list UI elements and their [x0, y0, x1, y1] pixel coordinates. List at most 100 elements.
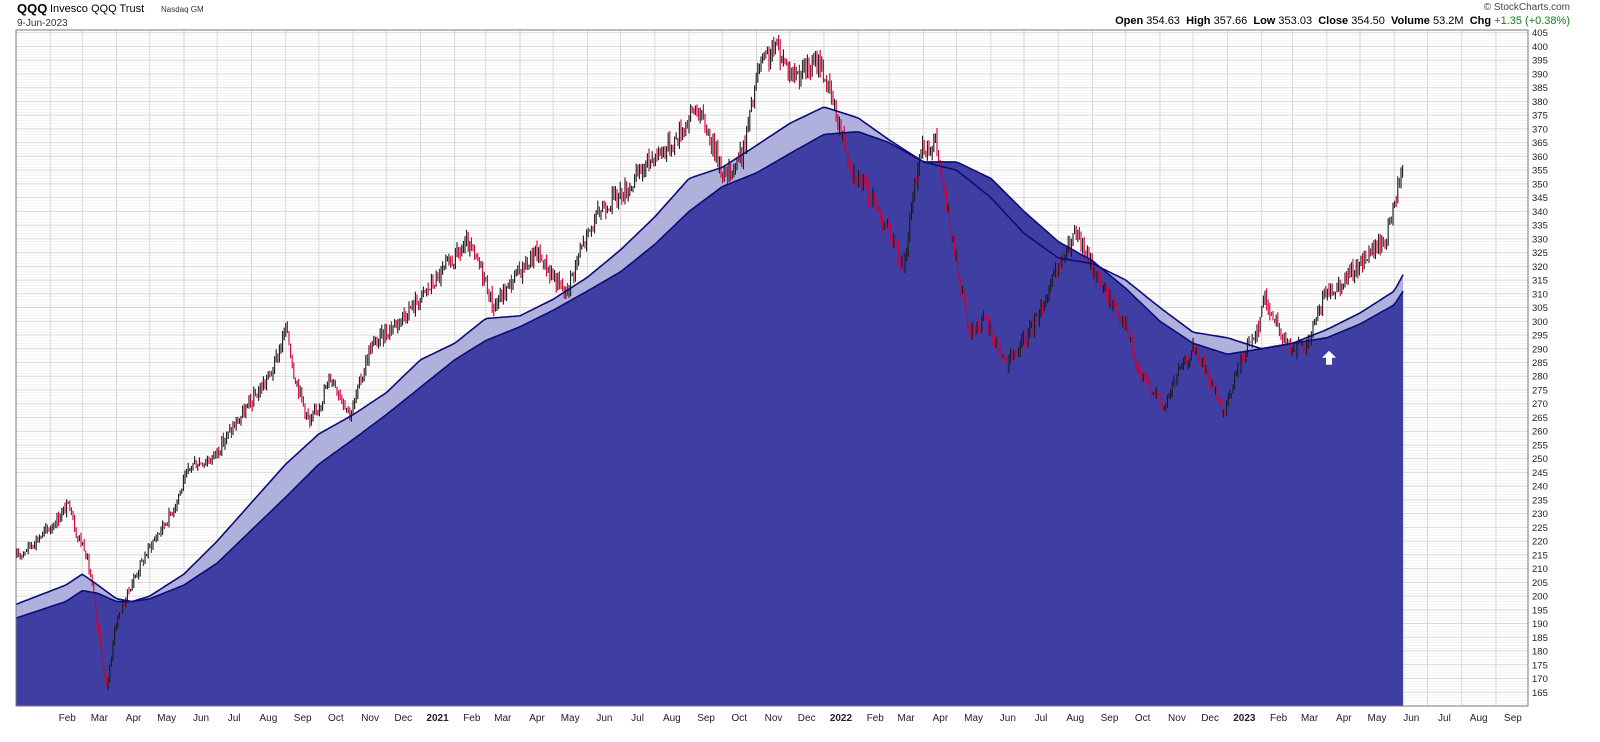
x-tick-label: Feb — [1270, 713, 1288, 724]
x-tick-label: May — [964, 713, 983, 724]
x-tick-label: Dec — [1201, 713, 1219, 724]
open-value: 354.63 — [1146, 15, 1180, 27]
y-tick-label: 295 — [1532, 331, 1548, 342]
ohlc-readout: Open 354.63 High 357.66 Low 353.03 Close… — [1115, 15, 1570, 27]
open-label: Open — [1115, 15, 1144, 27]
y-tick-label: 315 — [1532, 276, 1548, 287]
x-tick-label: Jul — [228, 713, 241, 724]
x-tick-label: Feb — [59, 713, 77, 724]
y-tick-label: 225 — [1532, 523, 1548, 534]
y-tick-label: 345 — [1532, 193, 1548, 204]
y-tick-label: 325 — [1532, 248, 1548, 259]
x-axis: Feb Mar Apr May Jun Jul Aug Sep Oct Nov Dec 2021 Feb… — [59, 713, 1523, 724]
copyright-label: © StockCharts.com — [1483, 2, 1570, 13]
ema-short-line — [15, 106, 1404, 606]
x-tick-label: Dec — [798, 713, 816, 724]
x-tick-label: Sep — [1504, 713, 1522, 724]
y-tick-label: 355 — [1532, 166, 1548, 177]
close-value: 354.50 — [1351, 15, 1385, 27]
x-tick-label: Apr — [529, 713, 545, 724]
ema-long-line — [15, 131, 1404, 619]
high-label: High — [1186, 15, 1211, 27]
x-tick-label: Jul — [631, 713, 644, 724]
x-tick-label: Feb — [867, 713, 885, 724]
x-tick-label: Mar — [1301, 713, 1319, 724]
y-tick-label: 215 — [1532, 550, 1548, 561]
x-tick-label: 2023 — [1233, 713, 1256, 724]
y-tick-label: 170 — [1532, 674, 1548, 685]
y-tick-label: 240 — [1532, 482, 1548, 493]
y-tick-label: 270 — [1532, 399, 1548, 410]
y-tick-label: 180 — [1532, 647, 1548, 658]
y-tick-label: 190 — [1532, 619, 1548, 630]
x-tick-label: Sep — [1101, 713, 1119, 724]
x-tick-label: Nov — [361, 713, 379, 724]
y-tick-label: 395 — [1532, 56, 1548, 67]
y-tick-label: 290 — [1532, 344, 1548, 355]
x-tick-label: Oct — [1135, 713, 1151, 724]
high-value: 357.66 — [1213, 15, 1248, 27]
x-tick-label: Oct — [328, 713, 344, 724]
x-tick-label: 2021 — [426, 713, 449, 724]
x-tick-label: May — [561, 713, 580, 724]
x-tick-label: Dec — [394, 713, 412, 724]
security-name: Invesco QQQ Trust — [50, 3, 145, 15]
y-axis: 165 170 175 180 185 190 195 200 205 210 215 220 225 2… — [1532, 28, 1548, 699]
y-tick-label: 305 — [1532, 303, 1548, 314]
close-label: Close — [1318, 15, 1349, 27]
x-tick-label: Aug — [1066, 713, 1084, 724]
y-tick-label: 400 — [1532, 42, 1548, 53]
y-tick-label: 275 — [1532, 385, 1548, 396]
y-tick-label: 300 — [1532, 317, 1548, 328]
y-tick-label: 385 — [1532, 83, 1548, 94]
x-tick-label: Mar — [898, 713, 916, 724]
low-value: 353.03 — [1278, 15, 1313, 27]
x-tick-label: Jun — [193, 713, 209, 724]
x-tick-label: Apr — [933, 713, 949, 724]
x-tick-label: Nov — [1168, 713, 1186, 724]
x-tick-label: Aug — [1470, 713, 1488, 724]
x-tick-label: Jul — [1438, 713, 1451, 724]
y-tick-label: 230 — [1532, 509, 1548, 520]
y-tick-label: 340 — [1532, 207, 1548, 218]
y-tick-label: 390 — [1532, 69, 1548, 80]
x-tick-label: Apr — [1336, 713, 1352, 724]
x-tick-label: Nov — [765, 713, 783, 724]
price-bars — [16, 35, 1404, 691]
chg-label: Chg — [1469, 15, 1492, 27]
chg-value: +1.35 (+0.38%) — [1494, 15, 1570, 27]
y-tick-label: 165 — [1532, 688, 1548, 699]
y-tick-label: 320 — [1532, 262, 1548, 273]
y-tick-label: 280 — [1532, 372, 1548, 383]
exchange-label: Nasdaq GM — [161, 5, 204, 14]
y-tick-label: 255 — [1532, 440, 1548, 451]
x-tick-label: Jul — [1035, 713, 1048, 724]
y-tick-label: 330 — [1532, 234, 1548, 245]
x-tick-label: Jun — [1403, 713, 1419, 724]
y-tick-label: 245 — [1532, 468, 1548, 479]
y-tick-label: 350 — [1532, 179, 1548, 190]
y-tick-label: 175 — [1532, 660, 1548, 671]
x-tick-label: Mar — [494, 713, 512, 724]
x-tick-label: Sep — [294, 713, 312, 724]
x-tick-label: May — [157, 713, 176, 724]
y-tick-label: 205 — [1532, 578, 1548, 589]
y-tick-label: 185 — [1532, 633, 1548, 644]
y-tick-label: 265 — [1532, 413, 1548, 424]
y-tick-label: 260 — [1532, 427, 1548, 438]
y-tick-label: 210 — [1532, 564, 1548, 575]
x-tick-label: Sep — [697, 713, 715, 724]
y-tick-label: 365 — [1532, 138, 1548, 149]
plot-frame — [15, 29, 1529, 707]
y-tick-label: 235 — [1532, 495, 1548, 506]
ema-area-fill — [16, 131, 1404, 706]
x-tick-label: Oct — [731, 713, 747, 724]
x-tick-label: Apr — [126, 713, 142, 724]
x-tick-label: 2022 — [830, 713, 853, 724]
up-arrow-icon — [1322, 350, 1337, 365]
chart-date: 9-Jun-2023 — [17, 18, 68, 29]
volume-value: 53.2M — [1433, 15, 1464, 27]
x-tick-label: Mar — [91, 713, 109, 724]
y-tick-label: 285 — [1532, 358, 1548, 369]
